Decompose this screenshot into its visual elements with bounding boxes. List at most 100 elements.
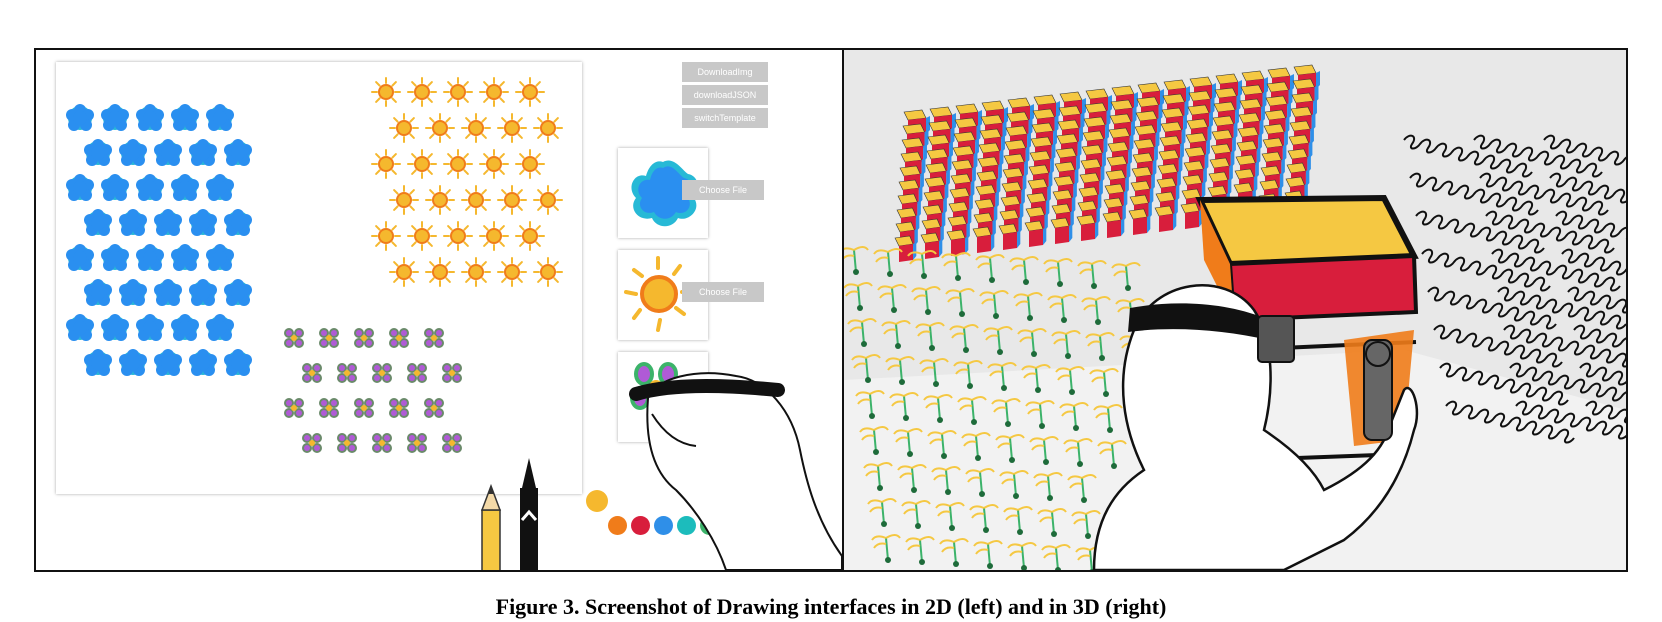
spring-coil [1479,172,1609,216]
plant-stamp [863,462,893,491]
flower-stamp [284,398,304,418]
blue-blob-stamp [136,104,164,131]
spring-coil [1555,210,1626,240]
figure-caption: Figure 3. Screenshot of Drawing interfac… [495,594,1167,619]
plant-stamp [915,322,945,351]
spring-coil [1433,324,1563,368]
plant-stamp [893,428,923,457]
sun-stamp [371,221,401,251]
blue-blob-stamp [189,279,217,306]
blue-blob-stamp [154,209,182,236]
sun-stamp [407,77,437,107]
small-cube [998,223,1021,250]
plant-stamp [1093,404,1123,433]
plant-stamp [995,434,1025,463]
blue-blob-stamp [84,279,112,306]
plant-stamp [1033,472,1063,501]
blue-blob-stamp [189,209,217,236]
template-thumb-flower[interactable] [618,352,708,442]
blue-blob-stamp [206,314,234,341]
sun-stamp [479,77,509,107]
plant-stamp [975,254,1005,283]
plant-stamp [1025,400,1055,429]
sun-stamp [497,185,527,215]
plant-stamp [999,470,1029,499]
sun-stamp [515,221,545,251]
small-cube [946,229,969,256]
plant-stamp [957,396,987,425]
spring-coil [1415,210,1545,254]
plant-stamp [855,390,885,419]
flower-stamp [354,328,374,348]
plant-stamp [1043,258,1073,287]
blue-blob-stamp [119,349,147,376]
blue-blob-stamp [119,209,147,236]
blue-blob-stamp [84,139,112,166]
plant-stamp [1007,542,1037,570]
palette-color-swatch[interactable] [608,516,627,535]
plant-stamp [1017,328,1047,357]
plant-stamp [983,326,1013,355]
small-cube [1076,214,1099,241]
palette-color-swatch[interactable] [631,516,650,535]
plant-stamp [911,286,941,315]
palette-color-swatch[interactable] [700,516,719,535]
spring-coil [1509,362,1626,402]
sun-stamp [371,149,401,179]
plant-stamp [1063,438,1093,467]
switch-template-button[interactable]: switchTemplate [682,108,768,128]
blue-blob-stamp [224,209,252,236]
blue-blob-stamp [101,174,129,201]
small-cube [1050,217,1073,244]
plant-stamp [953,360,983,389]
drawing-canvas-2d[interactable] [56,62,582,494]
spring-coils-3d [1403,134,1626,444]
spring-coil [1573,324,1626,348]
plant-stamp [931,466,961,495]
plant-stamp [881,320,911,349]
spring-coil [1427,286,1557,330]
flower-stamp [319,328,339,348]
download-img-button[interactable]: DownloadImg [682,62,768,82]
blue-blob-stamp [154,279,182,306]
panel-3d-interface [844,50,1626,570]
download-json-button[interactable]: downloadJSON [682,85,768,105]
blue-blob-stamp [66,244,94,271]
blue-blob-stamp [136,314,164,341]
plant-stamp [927,430,957,459]
sun-stamp [443,221,473,251]
spring-coil [1421,248,1551,292]
sun-stamp [425,257,455,287]
palette-color-swatch[interactable] [746,516,765,535]
plant-stamp [859,426,889,455]
flower-stamp [302,433,322,453]
blue-blob-stamp [66,314,94,341]
blue-blob-stamp [136,174,164,201]
small-cube [894,235,917,262]
selected-color-swatch[interactable] [586,490,608,512]
palette-color-swatch[interactable] [677,516,696,535]
blue-blob-icon [631,160,698,227]
plant-stamp [965,468,995,497]
flower-stamp [407,363,427,383]
plant-stamp [1047,294,1077,323]
plant-stamp [867,498,897,527]
figure-frame: DownloadImg downloadJSON switchTemplate … [34,48,1628,572]
plant-stamp [923,394,953,423]
flower-stamp [372,363,392,383]
flower-stamp [424,328,444,348]
spring-coil [1549,172,1626,204]
plant-stamp [973,540,1003,569]
plant-stamp [873,248,903,277]
palette-color-swatch[interactable] [723,516,742,535]
sun-stamp [461,257,491,287]
choose-file-button[interactable]: Choose File [682,282,764,302]
plant-stamp [844,246,869,275]
plant-stamp [1081,296,1111,325]
palette-color-swatch[interactable] [654,516,673,535]
plant-stamp [897,464,927,493]
vr-user-illustration [1092,284,1419,570]
canvas-drawing-layer [66,77,563,453]
blue-blob-stamp [171,314,199,341]
choose-file-button[interactable]: Choose File [682,180,764,200]
